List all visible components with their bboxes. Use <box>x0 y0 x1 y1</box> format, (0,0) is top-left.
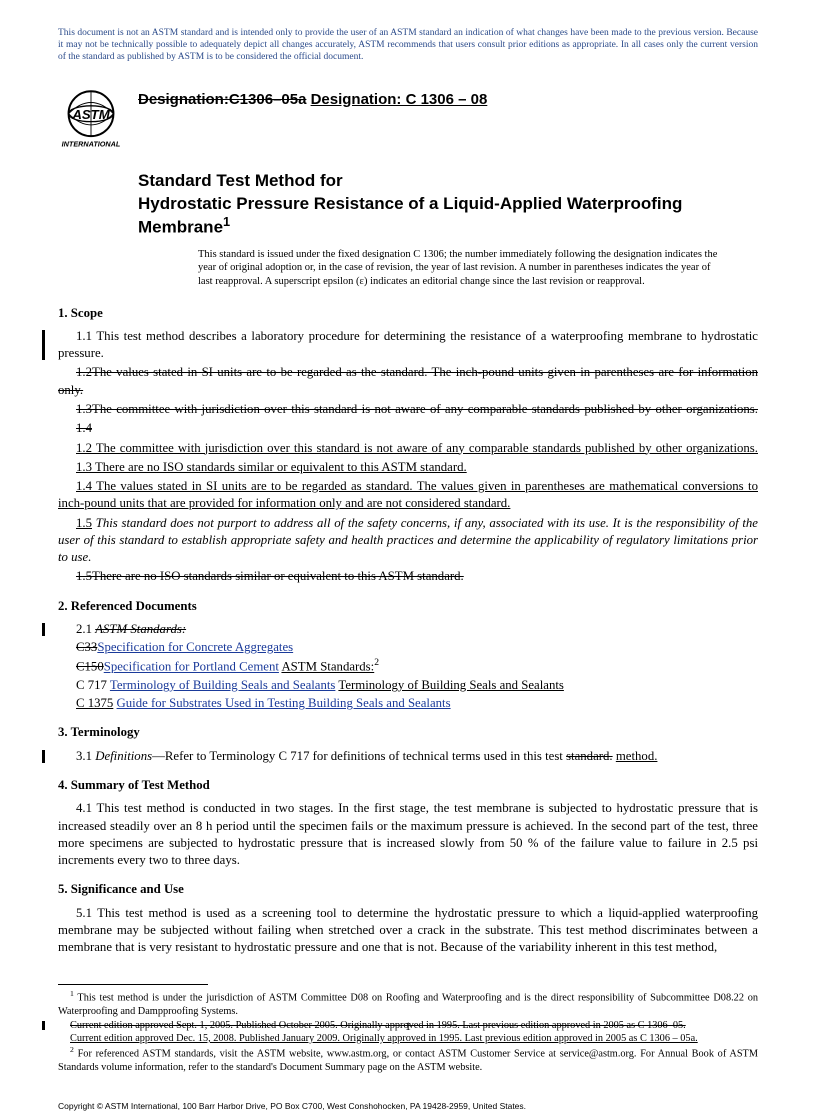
para-1-5: 1.5 This standard does not purport to ad… <box>58 515 758 567</box>
section-2-head: 2. Referenced Documents <box>58 598 758 615</box>
para-1-3-new: 1.3 There are no ISO standards similar o… <box>58 459 758 476</box>
title-block: Standard Test Method for Hydrostatic Pre… <box>138 170 758 238</box>
ref-c150: C150Specification for Portland Cement AS… <box>58 657 758 676</box>
section-5-head: 5. Significance and Use <box>58 881 758 898</box>
copyright: Copyright © ASTM International, 100 Barr… <box>58 1101 758 1112</box>
svg-text:ASTM: ASTM <box>71 107 110 122</box>
para-1-2-struck: 1.2The values stated in SI units are to … <box>58 364 758 399</box>
para-5-1: 5.1 This test method is used as a screen… <box>58 905 758 957</box>
para-3-1: 3.1 Definitions—Refer to Terminology C 7… <box>58 748 758 765</box>
section-4-head: 4. Summary of Test Method <box>58 777 758 794</box>
ref-c1375: C 1375 Guide for Substrates Used in Test… <box>58 695 758 712</box>
ref-2-1: 2.1 ASTM Standards: <box>58 621 758 638</box>
ref-c717: C 717 Terminology of Building Seals and … <box>58 677 758 694</box>
section-1-head: 1. Scope <box>58 305 758 322</box>
page-number: 1 <box>0 1018 816 1034</box>
section-3-head: 3. Terminology <box>58 724 758 741</box>
header: ASTM INTERNATIONAL Designation:C1306–05a… <box>58 86 758 152</box>
para-1-1: 1.1 This test method describes a laborat… <box>58 328 758 363</box>
footnote-2: 2 For referenced ASTM standards, visit t… <box>58 1045 758 1074</box>
footnote-rule <box>58 984 208 985</box>
title-line2: Hydrostatic Pressure Resistance of a Liq… <box>138 193 758 238</box>
designation-line: Designation:C1306–05a Designation: C 130… <box>138 86 487 110</box>
para-1-4-new: 1.4 The values stated in SI units are to… <box>58 478 758 513</box>
footnote-1: 1 This test method is under the jurisdic… <box>58 989 758 1018</box>
disclaimer-notice: This document is not an ASTM standard an… <box>58 28 758 64</box>
para-1-3-struck: 1.3The committee with jurisdiction over … <box>58 401 758 418</box>
issuance-note: This standard is issued under the fixed … <box>198 248 718 289</box>
ref-c33: C33Specification for Concrete Aggregates <box>58 639 758 656</box>
para-1-2-new: 1.2 The committee with jurisdiction over… <box>58 440 758 457</box>
designation-new: Designation: C 1306 – 08 <box>311 91 488 108</box>
para-1-4-struck: 1.4 <box>58 420 758 437</box>
para-4-1: 4.1 This test method is conducted in two… <box>58 800 758 869</box>
designation-old: Designation:C1306–05a <box>138 91 306 108</box>
astm-logo: ASTM INTERNATIONAL <box>58 86 124 152</box>
title-line1: Standard Test Method for <box>138 170 758 193</box>
svg-text:INTERNATIONAL: INTERNATIONAL <box>62 139 121 148</box>
para-1-5-struck: 1.5There are no ISO standards similar or… <box>58 568 758 585</box>
